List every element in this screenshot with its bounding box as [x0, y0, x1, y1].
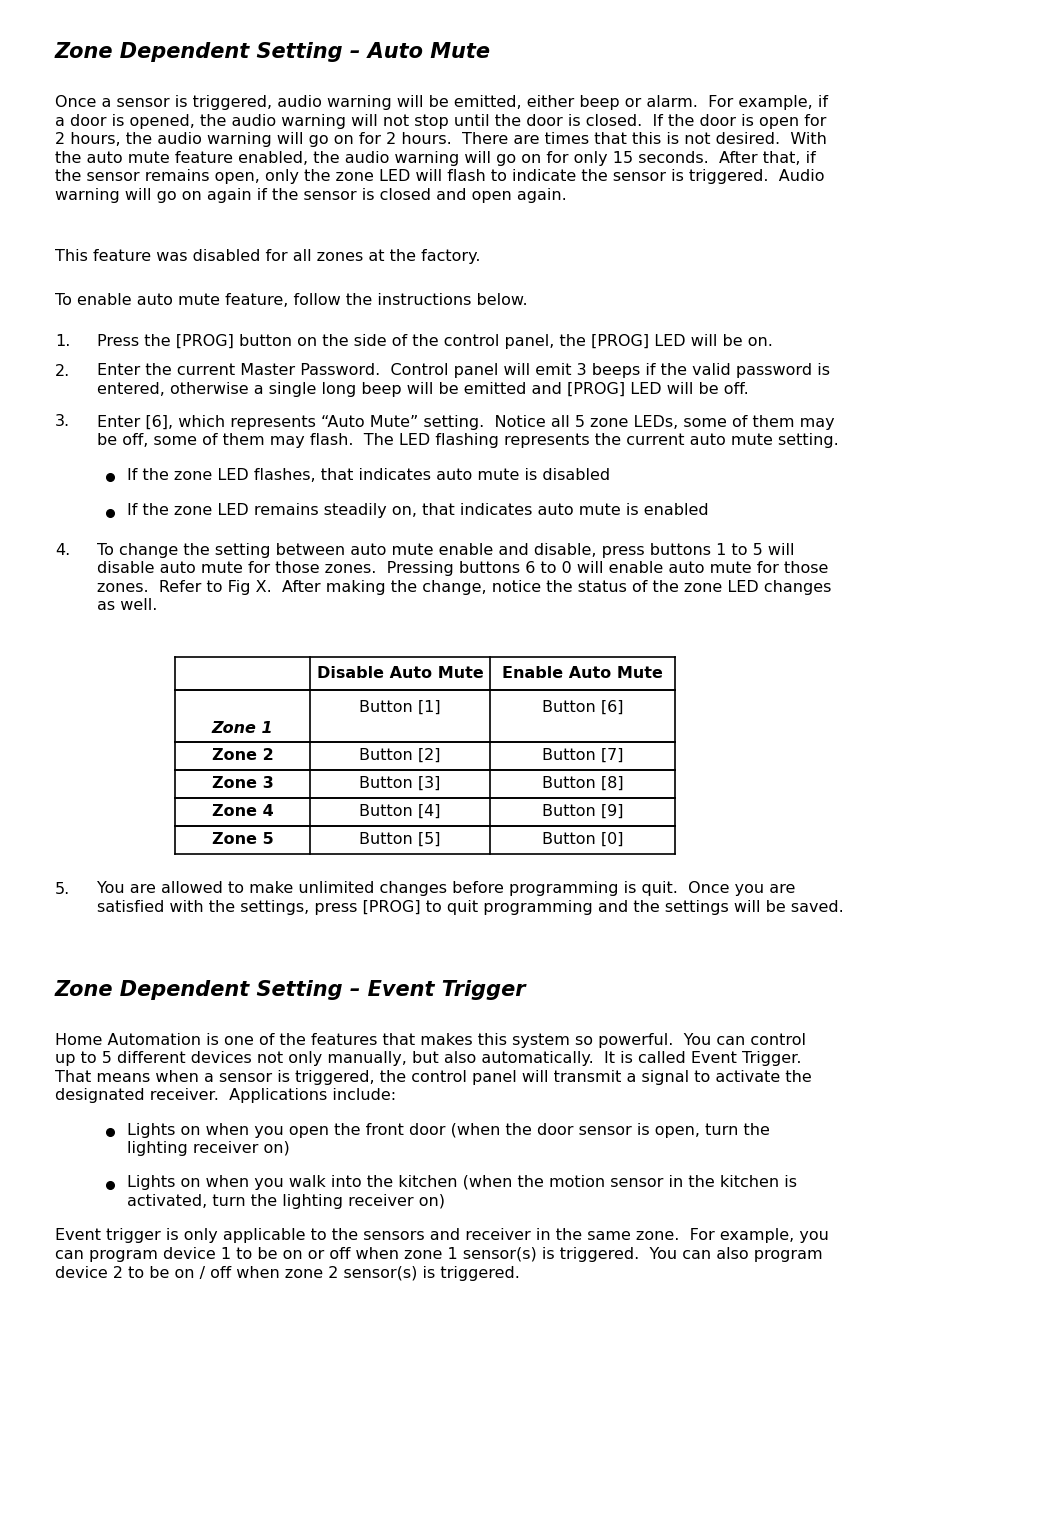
Text: Zone 1: Zone 1: [212, 721, 274, 736]
Text: You are allowed to make unlimited changes before programming is quit.  Once you : You are allowed to make unlimited change…: [97, 881, 843, 914]
Text: Button [1]: Button [1]: [360, 699, 440, 715]
Text: Zone 3: Zone 3: [211, 777, 274, 790]
Text: Lights on when you open the front door (when the door sensor is open, turn the
l: Lights on when you open the front door (…: [127, 1122, 770, 1157]
Text: Enable Auto Mute: Enable Auto Mute: [502, 666, 663, 680]
Text: Button [9]: Button [9]: [542, 804, 623, 819]
Text: Button [7]: Button [7]: [542, 748, 623, 763]
Text: Lights on when you walk into the kitchen (when the motion sensor in the kitchen : Lights on when you walk into the kitchen…: [127, 1175, 797, 1210]
Text: 4.: 4.: [55, 542, 70, 557]
Text: Disable Auto Mute: Disable Auto Mute: [316, 666, 484, 680]
Text: Button [6]: Button [6]: [542, 699, 623, 715]
Text: Event trigger is only applicable to the sensors and receiver in the same zone.  : Event trigger is only applicable to the …: [55, 1228, 829, 1281]
Text: Home Automation is one of the features that makes this system so powerful.  You : Home Automation is one of the features t…: [55, 1033, 812, 1104]
Text: Zone Dependent Setting – Auto Mute: Zone Dependent Setting – Auto Mute: [55, 42, 491, 62]
Text: Zone 4: Zone 4: [211, 804, 274, 819]
Text: 1.: 1.: [55, 335, 70, 350]
Text: To enable auto mute feature, follow the instructions below.: To enable auto mute feature, follow the …: [55, 292, 527, 307]
Text: Once a sensor is triggered, audio warning will be emitted, either beep or alarm.: Once a sensor is triggered, audio warnin…: [55, 95, 828, 203]
Text: Button [8]: Button [8]: [542, 777, 623, 790]
Text: 5.: 5.: [55, 881, 70, 896]
Text: Zone 5: Zone 5: [211, 833, 274, 846]
Text: Enter [6], which represents “Auto Mute” setting.  Notice all 5 zone LEDs, some o: Enter [6], which represents “Auto Mute” …: [97, 415, 839, 448]
Text: To change the setting between auto mute enable and disable, press buttons 1 to 5: To change the setting between auto mute …: [97, 542, 832, 613]
Text: Button [4]: Button [4]: [360, 804, 440, 819]
Text: Button [5]: Button [5]: [360, 833, 440, 846]
Text: If the zone LED remains steadily on, that indicates auto mute is enabled: If the zone LED remains steadily on, tha…: [127, 503, 709, 518]
Text: Press the [PROG] button on the side of the control panel, the [PROG] LED will be: Press the [PROG] button on the side of t…: [97, 335, 772, 350]
Text: 3.: 3.: [55, 415, 70, 430]
Text: Zone Dependent Setting – Event Trigger: Zone Dependent Setting – Event Trigger: [55, 980, 526, 999]
Text: Button [2]: Button [2]: [360, 748, 440, 763]
Text: Enter the current Master Password.  Control panel will emit 3 beeps if the valid: Enter the current Master Password. Contr…: [97, 363, 830, 397]
Text: 2.: 2.: [55, 363, 70, 378]
Text: Button [0]: Button [0]: [542, 833, 623, 846]
Text: This feature was disabled for all zones at the factory.: This feature was disabled for all zones …: [55, 248, 481, 263]
Text: Button [3]: Button [3]: [360, 777, 440, 790]
Text: Zone 2: Zone 2: [211, 748, 274, 763]
Text: If the zone LED flashes, that indicates auto mute is disabled: If the zone LED flashes, that indicates …: [127, 468, 610, 483]
